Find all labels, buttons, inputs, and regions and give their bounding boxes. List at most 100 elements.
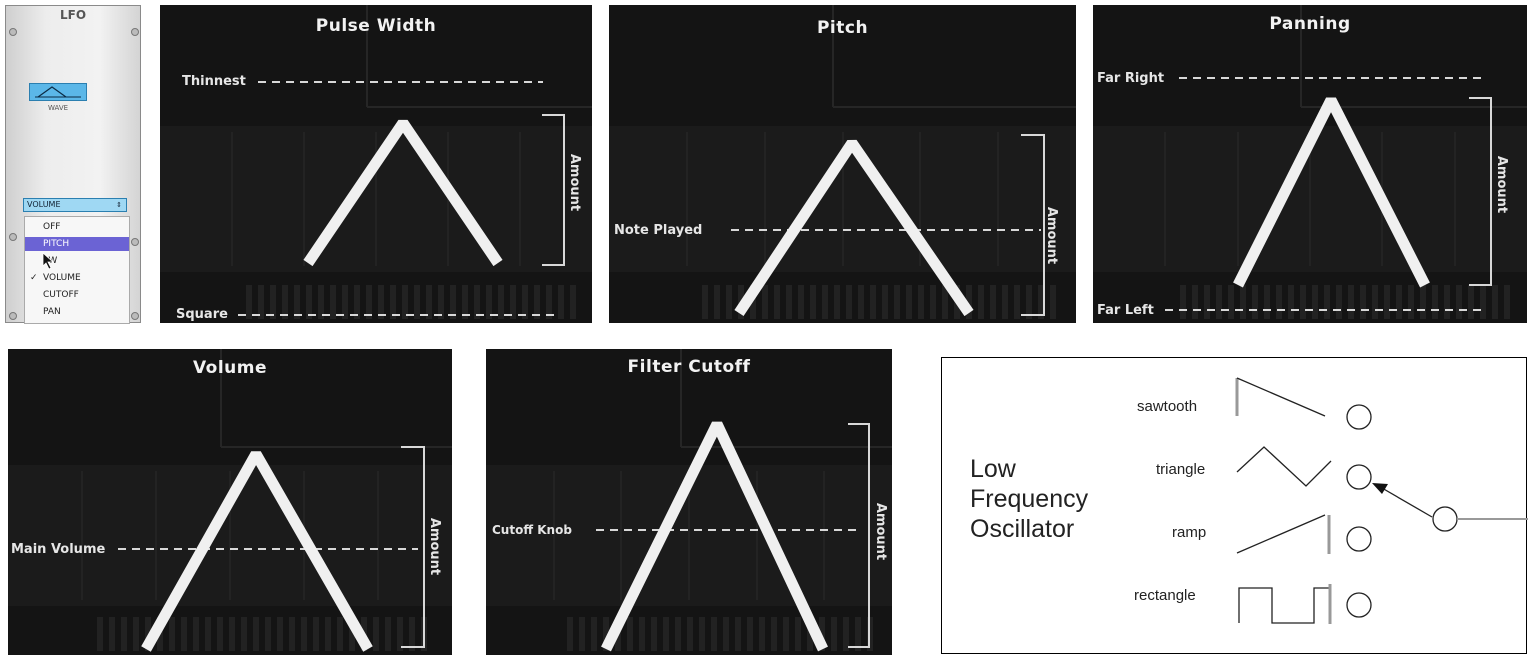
menu-item-pan[interactable]: PAN [43, 307, 61, 317]
bg-key [1050, 285, 1056, 319]
bg-key [510, 285, 516, 319]
bg-key [474, 285, 480, 319]
lfo-triangle-wave [1233, 97, 1430, 288]
bg-key [313, 617, 319, 651]
bg-key [846, 285, 852, 319]
amount-label: Amount [1044, 206, 1060, 265]
screw-icon [131, 312, 139, 320]
bg-key [1276, 285, 1282, 319]
bg-key [426, 285, 432, 319]
bg-key [337, 617, 343, 651]
bg-key [522, 285, 528, 319]
bg-key [567, 617, 573, 651]
pitch-graph [609, 5, 1076, 319]
menu-item-pw[interactable]: PW [25, 254, 129, 268]
volume-panel: Volume Main Volume Amount [8, 349, 452, 655]
bg-key [675, 617, 681, 651]
panel-title: Pulse Width [315, 16, 437, 36]
bg-key [366, 285, 372, 319]
bg-key [882, 285, 888, 319]
destination-menu: OFF PITCH PW ✓VOLUME CUTOFF PAN [24, 216, 130, 324]
bg-key [711, 617, 717, 651]
bg-key [373, 617, 379, 651]
bg-key [1348, 285, 1354, 319]
bg-key [1288, 285, 1294, 319]
bg-key [843, 617, 849, 651]
triangle-wave-icon [1236, 446, 1332, 487]
bg-key [109, 617, 115, 651]
bg-key [1384, 285, 1390, 319]
bg-key [942, 285, 948, 319]
bg-key [1014, 285, 1020, 319]
filter-cutoff-panel: Filter Cutoff Cutoff Knob Amount [486, 349, 892, 655]
bg-key [1204, 285, 1210, 319]
bg-key [858, 285, 864, 319]
bg-key [726, 285, 732, 319]
far-right-label: Far Right [1097, 71, 1165, 86]
bg-key [1300, 285, 1306, 319]
bg-key [855, 617, 861, 651]
menu-item-volume[interactable]: ✓ VOLUME [30, 273, 81, 283]
bg-key [390, 285, 396, 319]
bg-key [486, 285, 492, 319]
cutoff-knob-label: Cutoff Knob [492, 523, 572, 537]
bg-key [591, 617, 597, 651]
bg-key [385, 617, 391, 651]
bg-key [822, 285, 828, 319]
sawtooth-contact-icon [1346, 404, 1372, 430]
bg-key [169, 617, 175, 651]
bg-key [798, 285, 804, 319]
amount-bracket [401, 446, 425, 648]
pulse-width-graph [160, 5, 592, 319]
bg-key [246, 285, 252, 319]
bg-key [834, 285, 840, 319]
lfo-triangle-wave [601, 421, 828, 652]
sawtooth-wave-icon [1235, 377, 1326, 417]
square-label: Square [176, 307, 228, 322]
rectangle-label: rectangle [1134, 587, 1196, 604]
bg-key [627, 617, 633, 651]
background-grid [486, 349, 892, 651]
panel-title: Pitch [816, 18, 869, 38]
bg-key [354, 285, 360, 319]
switch-arm [1381, 487, 1433, 518]
bg-key [145, 617, 151, 651]
destination-select[interactable]: VOLUME ⇕ [23, 198, 127, 212]
bg-key [205, 617, 211, 651]
ramp-contact-icon [1346, 526, 1372, 552]
bg-key [414, 285, 420, 319]
bg-key [1420, 285, 1426, 319]
bg-key [1038, 285, 1044, 319]
bg-key [1372, 285, 1378, 319]
bg-key [699, 617, 705, 651]
rectangle-wave-icon [1238, 587, 1330, 624]
lfo-title: LFO [59, 8, 87, 22]
screw-icon [131, 238, 139, 246]
bg-key [450, 285, 456, 319]
menu-item-cutoff[interactable]: CUTOFF [43, 290, 79, 300]
bg-key [966, 285, 972, 319]
bg-key [378, 285, 384, 319]
wave-select-button[interactable] [29, 83, 87, 101]
bg-key [294, 285, 300, 319]
arrowhead-icon [1372, 483, 1388, 494]
bg-key [774, 285, 780, 319]
bg-key [1192, 285, 1198, 319]
bg-key [1312, 285, 1318, 319]
menu-item-pitch[interactable]: PITCH [25, 237, 129, 251]
panning-panel: Panning Far Right Far Left Amount [1093, 5, 1527, 323]
bg-key [306, 285, 312, 319]
bg-key [277, 617, 283, 651]
bg-key [1396, 285, 1402, 319]
bg-key [663, 617, 669, 651]
menu-item-off[interactable]: OFF [43, 222, 61, 232]
bg-key [546, 285, 552, 319]
lfo-triangle-wave [303, 119, 503, 267]
main-volume-label: Main Volume [11, 542, 106, 557]
bg-key [906, 285, 912, 319]
bg-key [1444, 285, 1450, 319]
destination-value: VOLUME [27, 200, 61, 209]
mouse-cursor-icon [42, 252, 55, 270]
triangle-wave-icon [35, 86, 81, 98]
bg-key [534, 285, 540, 319]
